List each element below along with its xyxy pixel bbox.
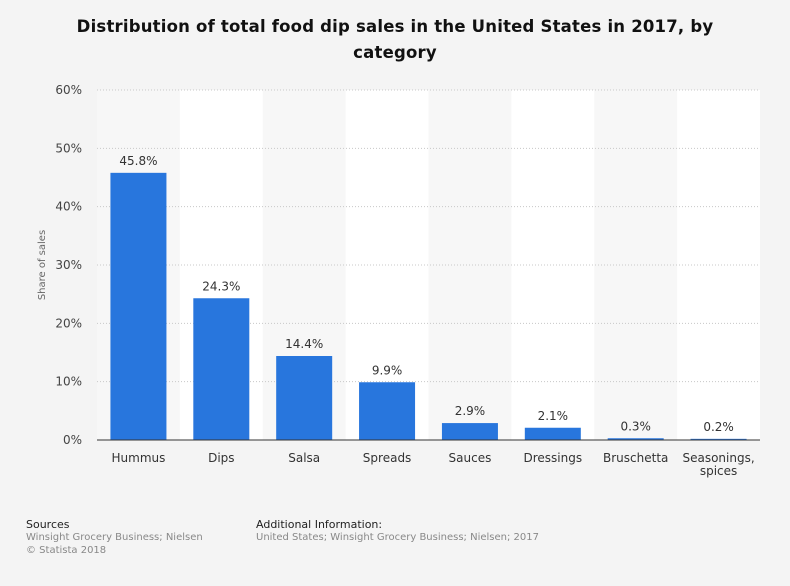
x-tick-label: Dips <box>208 451 234 465</box>
data-label: 2.1% <box>538 409 569 423</box>
data-label: 2.9% <box>455 404 486 418</box>
copyright-text: © Statista 2018 <box>26 545 107 556</box>
x-tick-label: Dressings <box>524 451 583 465</box>
y-tick-label: 30% <box>55 258 82 272</box>
x-tick-label: Seasonings, <box>682 451 754 465</box>
chart-title: Distribution of total food dip sales in … <box>76 17 714 62</box>
bar-salsa <box>276 356 333 440</box>
bar-dips <box>193 298 250 440</box>
x-tick-label: Salsa <box>288 451 320 465</box>
x-tick-label: Bruschetta <box>603 451 668 465</box>
sources-text: Winsight Grocery Business; Nielsen <box>26 532 203 543</box>
sources-heading: Sources <box>26 518 70 531</box>
y-tick-label: 40% <box>55 200 82 214</box>
y-tick-label: 20% <box>55 316 82 330</box>
data-label: 14.4% <box>285 337 323 351</box>
bar-bruschetta <box>607 438 664 440</box>
data-label: 9.9% <box>372 363 403 377</box>
bar-sauces <box>441 423 498 440</box>
y-tick-label: 10% <box>55 375 82 389</box>
x-tick-label: Sauces <box>449 451 492 465</box>
additional-info-block: Additional Information: United States; W… <box>256 518 539 544</box>
data-label: 24.3% <box>202 279 240 293</box>
bar-hummus <box>110 172 167 441</box>
bar-dressings <box>524 427 581 440</box>
y-tick-label: 60% <box>55 83 82 97</box>
y-axis-label: Share of sales <box>37 230 48 300</box>
sources-block: Sources Winsight Grocery Business; Niels… <box>26 518 203 557</box>
y-tick-label: 0% <box>63 433 82 447</box>
additional-info-heading: Additional Information: <box>256 518 383 531</box>
data-label: 45.8% <box>119 154 157 168</box>
additional-info-text: United States; Winsight Grocery Business… <box>256 532 539 543</box>
bar-seasonings-spices <box>690 438 747 440</box>
x-tick-label: Hummus <box>112 451 166 465</box>
plot-band <box>594 90 678 440</box>
bar-spreads <box>359 382 416 440</box>
data-label: 0.3% <box>620 419 651 433</box>
x-tick-label: spices <box>700 464 737 478</box>
y-tick-label: 50% <box>55 141 82 155</box>
data-label: 0.2% <box>703 420 734 434</box>
x-tick-label: Spreads <box>363 451 412 465</box>
